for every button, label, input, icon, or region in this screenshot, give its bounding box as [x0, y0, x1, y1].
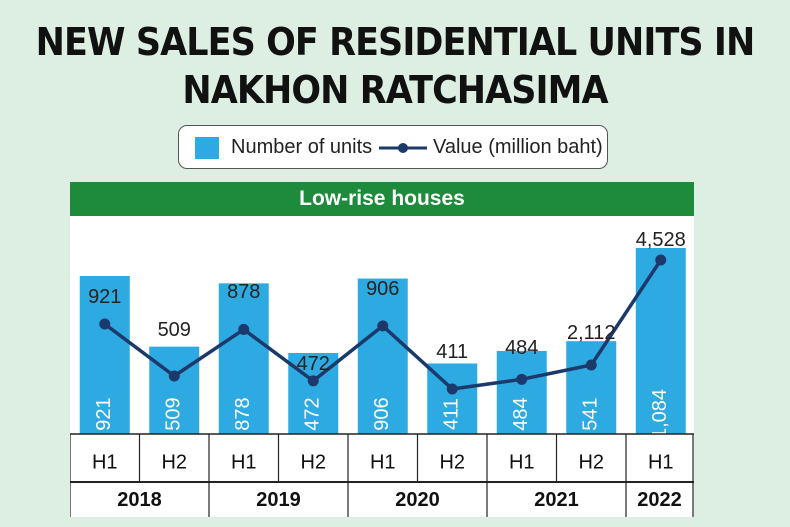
value-point-8	[655, 254, 667, 266]
value-label-4: 906	[366, 278, 399, 300]
bar-units-6	[496, 350, 547, 434]
value-point-2	[238, 323, 250, 335]
bar-label-7: 541	[580, 397, 602, 430]
bar-units-2	[218, 283, 269, 434]
bar-units-7	[566, 341, 617, 434]
value-label-2: 878	[227, 281, 260, 303]
half-label-4: H1	[370, 451, 396, 473]
value-point-6	[516, 373, 528, 385]
bar-label-8: 1,084	[649, 389, 671, 439]
value-label-7: 2,112	[567, 322, 616, 344]
legend: Number of units Value (million baht)	[178, 125, 608, 169]
value-label-0: 921	[88, 286, 121, 308]
bar-units-4	[357, 278, 408, 434]
value-point-0	[99, 318, 111, 330]
value-label-5: 411	[436, 341, 468, 363]
value-label-1: 509	[158, 319, 191, 341]
year-label-0: 2018	[117, 489, 162, 511]
bar-label-6: 484	[510, 397, 532, 430]
legend-bar-swatch	[195, 137, 219, 159]
title-line-1: NEW SALES OF RESIDENTIAL UNITS IN	[35, 20, 756, 64]
bar-label-1: 509	[163, 397, 185, 430]
bar-label-5: 411	[441, 398, 463, 430]
half-label-7: H2	[578, 451, 604, 473]
half-label-2: H1	[231, 451, 257, 473]
half-label-6: H1	[509, 451, 535, 473]
chart-svg: 921 509 878 472 906 411 484 541 1,084 921 509 878 47…	[70, 229, 694, 517]
value-label-8: 4,528	[636, 229, 686, 251]
legend-line-icon	[379, 143, 427, 153]
bar-label-3: 472	[302, 397, 324, 430]
value-point-5	[446, 383, 458, 395]
chart-panel: Low-rise houses 921 509 878 472 906 411 484 541…	[70, 182, 694, 517]
legend-bars-label: Number of units	[231, 136, 373, 158]
value-point-3	[307, 375, 319, 387]
year-label-2: 2020	[395, 489, 440, 511]
half-label-1: H2	[161, 451, 187, 473]
half-label-8: H1	[648, 451, 674, 473]
bar-units-0	[79, 275, 130, 434]
value-label-6: 484	[505, 337, 538, 359]
title-line-2: NAKHON RATCHASIMA	[182, 68, 608, 112]
bar-units-8	[635, 248, 686, 434]
year-label-1: 2019	[256, 489, 301, 511]
half-label-3: H2	[300, 451, 326, 473]
bar-label-4: 906	[371, 397, 393, 430]
year-label-4: 2022	[637, 489, 682, 511]
chart-title: Low-rise houses	[70, 182, 694, 216]
page-title: NEW SALES OF RESIDENTIAL UNITS IN NAKHON…	[32, 18, 759, 114]
value-label-3: 472	[297, 353, 330, 375]
value-point-7	[585, 359, 597, 371]
bar-label-0: 921	[93, 397, 115, 430]
value-point-1	[168, 370, 180, 382]
half-label-5: H2	[439, 451, 465, 473]
bar-label-2: 878	[232, 397, 254, 430]
year-label-3: 2021	[534, 489, 579, 511]
bar-units-1	[149, 346, 200, 434]
half-label-0: H1	[92, 451, 118, 473]
value-point-4	[377, 320, 389, 332]
legend-line-label: Value (million baht)	[433, 136, 603, 158]
